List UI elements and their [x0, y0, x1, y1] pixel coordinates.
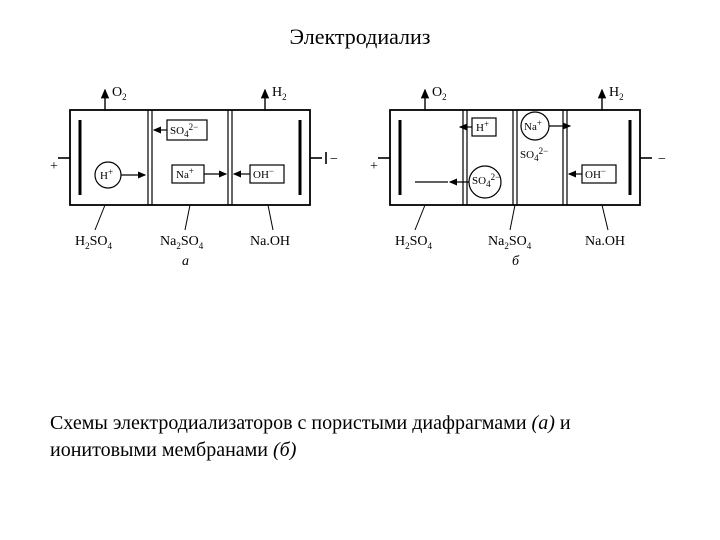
- ion-na: Na+: [172, 165, 226, 183]
- gas-o2-b: O2: [425, 85, 447, 110]
- ion-h: H+: [95, 162, 145, 188]
- gas-h2: H2: [265, 85, 287, 110]
- ion-h-b: H+: [460, 118, 496, 136]
- label-h2so4: H2SO4: [75, 234, 113, 251]
- caption-a: (а): [532, 412, 555, 434]
- cell-a: + − O2 H2 SO42− H+: [50, 85, 338, 269]
- svg-text:O2: O2: [432, 85, 447, 102]
- electrodialysis-diagram: + − O2 H2 SO42− H+: [50, 80, 670, 290]
- ion-oh: OH−: [234, 165, 284, 183]
- label-naoh-b: Na.OH: [585, 234, 625, 249]
- label-na2so4: Na2SO4: [160, 234, 204, 251]
- ion-so4-b: SO42−: [415, 166, 501, 198]
- panel-letter-b: б: [512, 254, 520, 269]
- svg-text:O2: O2: [112, 85, 127, 102]
- cell-b: + − O2 H2 H+ Na+ SO42−: [370, 85, 666, 269]
- anode-sign-b: +: [370, 159, 378, 174]
- svg-text:H2: H2: [272, 85, 287, 102]
- label-naoh: Na.OH: [250, 234, 290, 249]
- caption-b: (б): [273, 439, 296, 461]
- page-title: Электродиализ: [0, 24, 720, 50]
- svg-text:H2: H2: [609, 85, 624, 102]
- anode-sign: +: [50, 159, 58, 174]
- caption: Схемы электродиализаторов с пористыми ди…: [50, 410, 670, 464]
- cathode-sign: −: [330, 152, 338, 167]
- caption-pre: Схемы электродиализаторов с пористыми ди…: [50, 412, 532, 434]
- ion-so4-mid: SO42−: [520, 146, 548, 163]
- ion-so4: SO42−: [154, 120, 207, 140]
- svg-text:SO42−: SO42−: [520, 146, 548, 163]
- gas-h2-b: H2: [602, 85, 624, 110]
- cathode-sign-b: −: [658, 152, 666, 167]
- ion-oh-b: OH−: [569, 165, 616, 183]
- gas-o2: O2: [105, 85, 127, 110]
- label-na2so4-b: Na2SO4: [488, 234, 532, 251]
- panel-letter-a: а: [182, 254, 189, 269]
- label-h2so4-b: H2SO4: [395, 234, 433, 251]
